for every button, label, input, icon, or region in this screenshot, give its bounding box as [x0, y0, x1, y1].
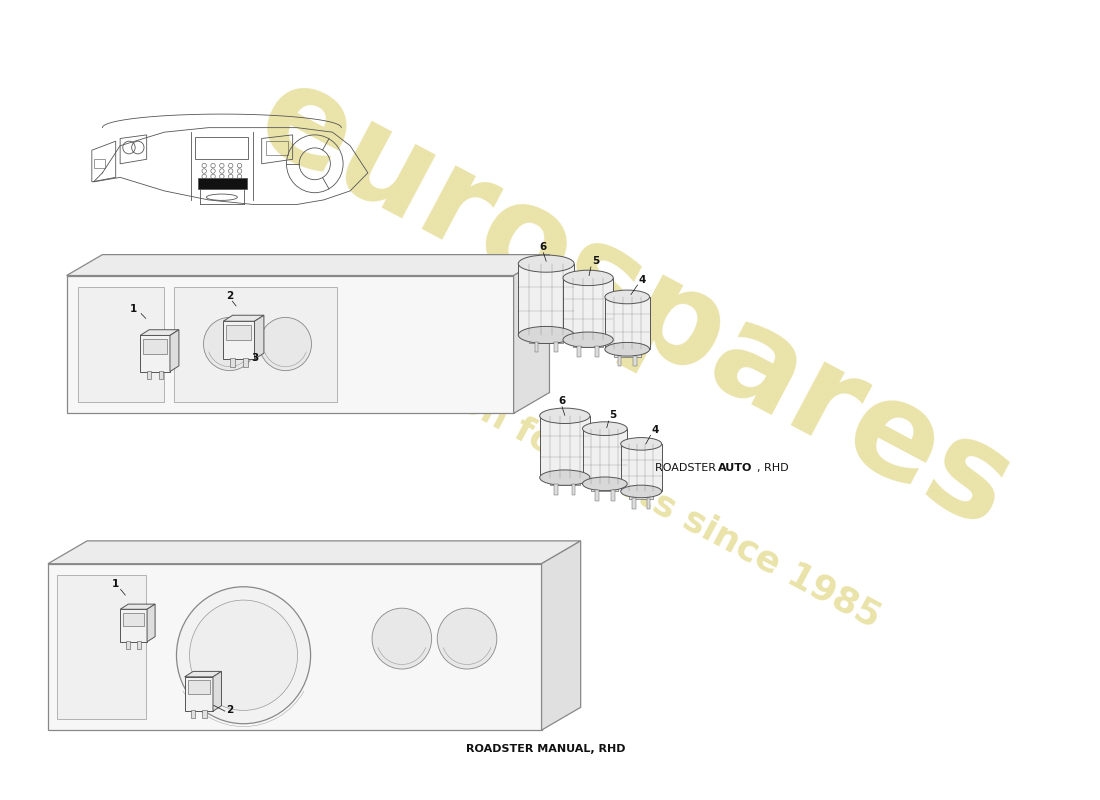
Polygon shape	[514, 254, 550, 414]
Bar	[196, 137, 249, 159]
Bar	[550, 477, 580, 486]
Bar	[198, 178, 246, 189]
Circle shape	[176, 586, 310, 724]
Circle shape	[260, 318, 311, 370]
Polygon shape	[120, 604, 155, 610]
Bar	[540, 416, 590, 478]
Text: 4: 4	[651, 426, 659, 435]
Bar	[227, 325, 252, 340]
Bar	[266, 141, 288, 154]
Polygon shape	[120, 610, 147, 642]
Polygon shape	[67, 254, 550, 275]
Text: 6: 6	[559, 396, 565, 406]
Text: 1: 1	[130, 304, 138, 314]
Circle shape	[372, 608, 431, 669]
Text: ROADSTER: ROADSTER	[654, 462, 719, 473]
Ellipse shape	[583, 422, 627, 435]
Circle shape	[189, 600, 297, 710]
Bar	[191, 710, 196, 718]
Text: 2: 2	[226, 291, 233, 302]
Bar	[158, 370, 163, 379]
Ellipse shape	[540, 408, 590, 423]
Text: 3: 3	[251, 353, 258, 363]
Bar	[123, 613, 144, 626]
Polygon shape	[185, 677, 213, 711]
Text: , RHD: , RHD	[758, 462, 789, 473]
Bar	[95, 159, 106, 168]
Bar	[243, 358, 248, 367]
Bar	[605, 297, 650, 350]
Polygon shape	[147, 604, 155, 642]
Ellipse shape	[605, 342, 650, 356]
Bar	[578, 346, 581, 357]
Bar	[610, 490, 615, 501]
Text: 1: 1	[111, 579, 119, 590]
Text: 6: 6	[540, 242, 547, 252]
Text: eurospares: eurospares	[236, 52, 1033, 556]
Ellipse shape	[540, 470, 590, 486]
Bar	[518, 264, 574, 335]
Ellipse shape	[518, 255, 574, 272]
Text: a passion for parts since 1985: a passion for parts since 1985	[327, 316, 887, 634]
Polygon shape	[170, 330, 179, 371]
Polygon shape	[254, 315, 264, 359]
Bar	[143, 339, 167, 354]
Bar	[632, 498, 636, 509]
Bar	[563, 278, 614, 340]
Bar	[535, 342, 538, 352]
Circle shape	[204, 318, 255, 370]
Text: 5: 5	[608, 410, 616, 420]
Bar	[647, 498, 650, 509]
Ellipse shape	[563, 270, 614, 286]
Ellipse shape	[518, 326, 574, 343]
Polygon shape	[48, 541, 581, 564]
Polygon shape	[213, 671, 221, 711]
Text: 5: 5	[592, 256, 600, 266]
Text: AUTO: AUTO	[718, 462, 752, 473]
Bar	[136, 641, 141, 649]
Polygon shape	[48, 564, 541, 730]
Text: 4: 4	[638, 275, 646, 285]
Bar	[617, 356, 621, 366]
Bar	[57, 575, 145, 718]
Bar	[583, 429, 627, 484]
Bar	[634, 356, 637, 366]
Bar	[595, 346, 598, 357]
Bar	[629, 490, 653, 499]
Polygon shape	[541, 541, 581, 730]
Bar	[572, 484, 575, 494]
Bar	[230, 358, 235, 367]
Bar	[187, 680, 210, 694]
Bar	[554, 484, 558, 494]
Ellipse shape	[620, 438, 662, 450]
Polygon shape	[174, 287, 337, 402]
Bar	[126, 641, 131, 649]
Circle shape	[437, 608, 497, 669]
Bar	[202, 710, 207, 718]
Bar	[614, 348, 640, 357]
Polygon shape	[140, 335, 170, 371]
Ellipse shape	[620, 485, 662, 498]
Bar	[146, 370, 152, 379]
Polygon shape	[78, 287, 164, 402]
Polygon shape	[223, 322, 254, 359]
Ellipse shape	[563, 332, 614, 347]
Bar	[595, 490, 598, 501]
Ellipse shape	[605, 290, 650, 304]
Bar	[573, 338, 603, 347]
Text: ROADSTER MANUAL, RHD: ROADSTER MANUAL, RHD	[466, 744, 626, 754]
Bar	[529, 334, 563, 342]
Polygon shape	[223, 315, 264, 322]
Polygon shape	[67, 275, 514, 414]
Text: 2: 2	[226, 705, 233, 715]
Polygon shape	[140, 330, 179, 335]
Polygon shape	[185, 671, 221, 677]
Bar	[554, 342, 558, 352]
Bar	[620, 444, 662, 491]
Bar	[592, 483, 618, 491]
Ellipse shape	[583, 477, 627, 490]
